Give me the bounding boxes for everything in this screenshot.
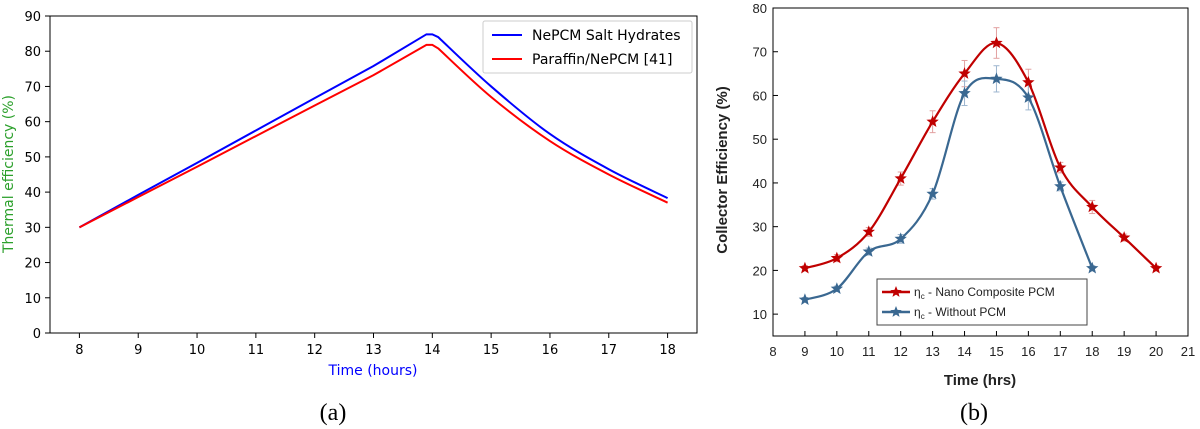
chart-b-x-tick-label: 12 [893, 344, 907, 359]
chart-b-point-marker [1149, 261, 1163, 274]
chart-b-point-marker [862, 225, 875, 238]
chart-b-point-marker [990, 72, 1003, 85]
chart-a-x-tick-label: 18 [659, 343, 676, 358]
chart-a-x-tick-label: 8 [75, 343, 83, 358]
chart-a-y-tick-label: 20 [24, 257, 41, 272]
panel-b-label: (b) [960, 400, 988, 426]
chart-b-point-marker [894, 172, 907, 184]
chart-b-point-marker [1054, 161, 1067, 173]
chart-b-point-marker [830, 251, 844, 264]
chart-b-y-tick-label: 40 [753, 176, 767, 191]
legend-b-label-1: ηc - Without PCM [914, 305, 1006, 321]
chart-b-point-marker [1086, 200, 1099, 213]
chart-b-x-axis-label: Time (hrs) [944, 372, 1016, 389]
chart-b-x-tick-label: 19 [1117, 344, 1131, 359]
legend-b-label-0: ηc - Nano Composite PCM [914, 285, 1055, 301]
chart-a-y-tick-label: 10 [24, 292, 41, 307]
chart-a-series-line-1 [78, 43, 669, 229]
chart-a-x-axis-label: Time (hours) [328, 363, 418, 379]
chart-b-point-marker [958, 86, 971, 99]
chart-a-y-tick-label: 80 [24, 45, 41, 60]
legend-a-label-0: NePCM Salt Hydrates [532, 28, 681, 44]
legend-b-star-marker-0 [890, 286, 902, 297]
chart-b-y-tick-label: 80 [753, 1, 767, 16]
legend-a-label-1: Paraffin/NePCM [41] [532, 52, 672, 68]
chart-a-y-tick-label: 50 [24, 151, 41, 166]
chart-b-y-tick-label: 50 [753, 132, 767, 147]
chart-b-series-line-0 [804, 41, 1157, 270]
chart-a-x-tick-label: 9 [134, 343, 142, 358]
chart-b-point-marker [958, 67, 971, 79]
chart-b-y-tick-label: 20 [753, 263, 767, 278]
chart-b-point-marker [1022, 75, 1035, 88]
chart-b: 8 9 10 11 12 13 14 15 16 17 18 19 20 21 10 20 30 40 50 60 7… [714, 1, 1195, 426]
chart-b-point-marker [926, 115, 939, 127]
chart-a-legend-box [482, 20, 693, 74]
chart-a-x-tick-label: 14 [424, 343, 441, 358]
chart-a-y-axis-label: Thermal efficiency (%) [1, 95, 17, 254]
chart-a-x-tick-label: 11 [248, 343, 265, 358]
chart-a-y-tick-label: 40 [24, 186, 41, 201]
chart-a-x-tick-label: 13 [365, 343, 382, 358]
chart-b-x-tick-label: 21 [1181, 344, 1195, 359]
chart-a: 8 9 10 11 12 13 14 15 16 17 18 0 10 20 30 40 50 60 70 80 90… [1, 10, 698, 426]
chart-b-point-marker [798, 293, 812, 305]
chart-b-x-tick-label: 16 [1021, 344, 1035, 359]
chart-b-point-marker [894, 232, 907, 245]
chart-b-x-tick-label: 14 [957, 344, 971, 359]
chart-b-legend: ηc - Nano Composite PCM ηc - Without PCM [876, 278, 1088, 326]
legend-b-star-marker-1 [890, 306, 902, 317]
chart-b-x-tick-label: 20 [1149, 344, 1163, 359]
chart-b-x-tick-label: 13 [925, 344, 939, 359]
chart-a-y-tick-label: 90 [24, 10, 41, 25]
chart-b-x-tick-label: 18 [1085, 344, 1099, 359]
chart-a-y-tick-label: 30 [24, 221, 41, 236]
chart-a-x-tick-label: 12 [306, 343, 323, 358]
chart-b-point-marker [798, 261, 812, 274]
chart-b-point-marker [1022, 91, 1035, 103]
chart-b-y-axis-label: Collector Efficiency (%) [714, 86, 731, 254]
chart-a-legend: NePCM Salt Hydrates Paraffin/NePCM [41] [482, 20, 693, 74]
chart-a-x-tick-label: 17 [600, 343, 617, 358]
chart-b-x-tick-label: 15 [989, 344, 1003, 359]
chart-b-y-tick-label: 60 [753, 88, 767, 103]
chart-b-plot-frame [772, 7, 1189, 337]
chart-b-point-marker [990, 36, 1003, 49]
chart-a-y-tick-label: 60 [24, 116, 41, 131]
chart-a-series-line-0 [78, 33, 669, 229]
chart-b-point-marker [926, 187, 939, 200]
chart-b-point-marker [830, 282, 844, 295]
chart-b-x-tick-label: 10 [830, 344, 844, 359]
chart-b-x-tick-label: 17 [1053, 344, 1067, 359]
chart-b-point-marker [1054, 179, 1067, 192]
chart-a-x-tick-label: 10 [189, 343, 206, 358]
chart-b-y-tick-label: 70 [753, 45, 767, 60]
chart-b-x-tick-label: 11 [862, 344, 876, 359]
chart-b-x-tick-label: 9 [801, 344, 808, 359]
chart-b-legend-box [876, 278, 1088, 326]
chart-b-y-tick-label: 10 [753, 307, 767, 322]
chart-b-y-tick-label: 30 [753, 220, 767, 235]
chart-b-series-line-1 [804, 76, 1094, 301]
panel-a-label: (a) [320, 400, 347, 426]
chart-a-y-tick-label: 0 [33, 327, 41, 342]
chart-b-point-marker [1086, 261, 1099, 274]
chart-b-x-tick-label: 8 [769, 344, 776, 359]
chart-a-x-tick-label: 16 [542, 343, 559, 358]
chart-a-x-tick-label: 15 [483, 343, 500, 358]
chart-b-point-marker [1117, 231, 1131, 243]
chart-a-y-tick-label: 70 [24, 80, 41, 95]
chart-b-point-marker [862, 245, 875, 257]
